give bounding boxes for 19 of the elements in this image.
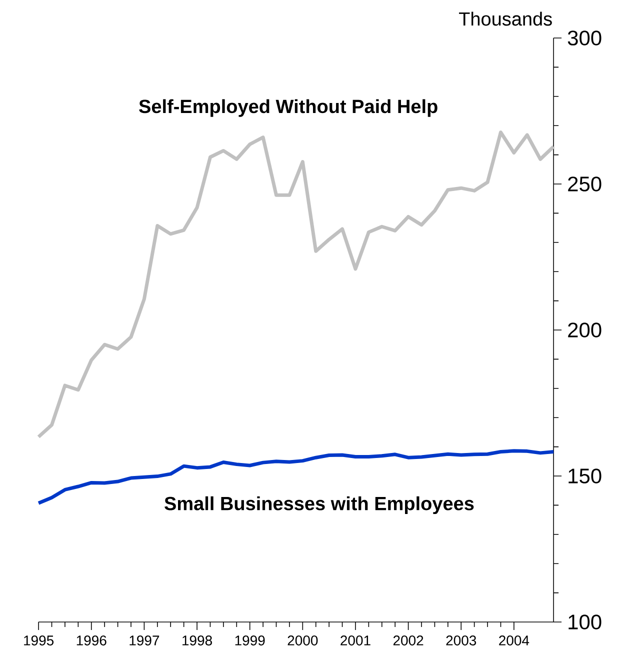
y-axis-title: Thousands [459, 12, 552, 26]
x-tick-label: 1998 [182, 636, 212, 646]
x-tick-label: 2000 [288, 636, 318, 646]
series-label: Small Businesses with Employees [164, 496, 474, 514]
line-series [37, 130, 556, 439]
y-tick-label: 100 [568, 614, 602, 630]
x-tick-label: 2001 [340, 636, 371, 646]
x-tick-label: 2003 [446, 636, 476, 646]
x-tick-label: 1996 [77, 636, 107, 646]
x-tick-label: 1997 [130, 636, 160, 646]
y-tick-label: 300 [568, 30, 602, 46]
y-tick-label: 250 [568, 176, 602, 192]
x-tick-label: 2004 [499, 636, 530, 646]
y-tick-label: 150 [568, 468, 602, 484]
x-tick-label: 2002 [394, 636, 424, 646]
x-tick-label: 1999 [236, 636, 265, 646]
y-tick-label: 200 [568, 322, 602, 338]
text: Self-Employed Without Paid Help [139, 99, 438, 117]
x-tick-label: 1995 [24, 636, 54, 646]
